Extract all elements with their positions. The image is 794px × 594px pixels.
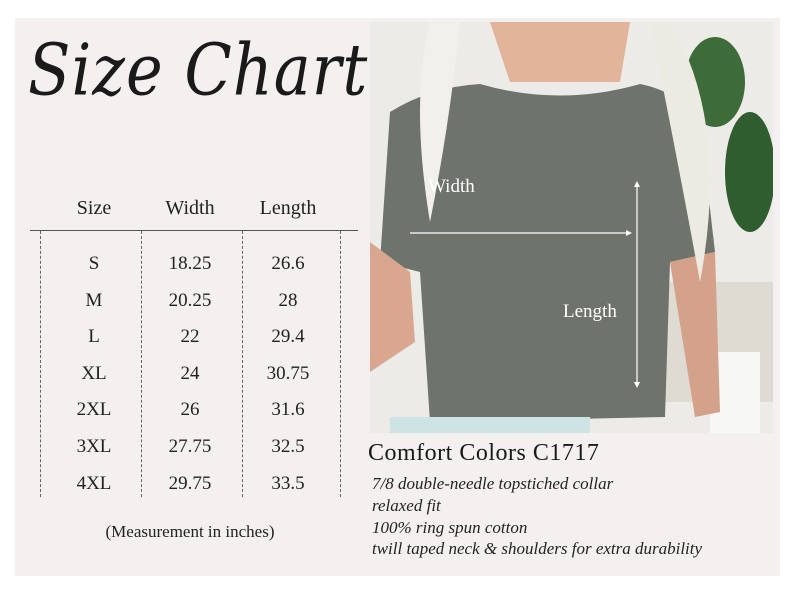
length-cell: 32.5 — [271, 436, 305, 457]
size-cell: S — [88, 253, 100, 274]
width-label: Width — [428, 176, 475, 197]
size-cell: 3XL — [76, 436, 112, 457]
length-cell: 28 — [278, 289, 298, 311]
column-divider — [141, 231, 142, 497]
header-size: Size — [76, 197, 112, 219]
column-divider — [40, 231, 41, 497]
length-cell: 26.6 — [271, 253, 305, 274]
width-cell: 18.25 — [168, 253, 212, 274]
width-cell: 22 — [180, 326, 200, 348]
feature-item: 100% ring spun cotton — [372, 518, 528, 537]
feature-item: relaxed fit — [372, 496, 441, 515]
header-divider — [30, 230, 358, 231]
width-cell: 20.25 — [168, 289, 212, 311]
size-cell: 4XL — [76, 472, 112, 494]
column-divider — [242, 231, 243, 497]
width-cell: 24 — [180, 362, 200, 384]
length-cell: 33.5 — [271, 472, 305, 494]
length-cell: 31.6 — [271, 399, 305, 421]
feature-item: 7/8 double-needle topstiched collar — [372, 474, 614, 493]
size-cell: XL — [81, 362, 107, 384]
length-cell: 30.75 — [266, 362, 310, 384]
size-chart-title: Size Chart — [28, 28, 369, 112]
size-cell: 2XL — [76, 399, 112, 421]
size-cell: L — [88, 326, 100, 348]
width-cell: 26 — [180, 399, 200, 421]
measurement-note: (Measurement in inches) — [105, 522, 275, 541]
width-cell: 29.75 — [168, 472, 212, 494]
header-length: Length — [259, 197, 317, 219]
size-cell: M — [85, 289, 103, 311]
model-wearing-shirt-illustration — [370, 22, 773, 433]
feature-item: twill taped neck & shoulders for extra d… — [372, 539, 703, 558]
column-divider — [340, 231, 341, 497]
product-photo: Width Length — [370, 22, 773, 433]
width-cell: 27.75 — [168, 436, 212, 457]
length-cell: 29.4 — [271, 326, 305, 348]
product-name: Comfort Colors C1717 — [368, 440, 600, 466]
length-label: Length — [563, 301, 617, 322]
header-width: Width — [165, 197, 215, 219]
